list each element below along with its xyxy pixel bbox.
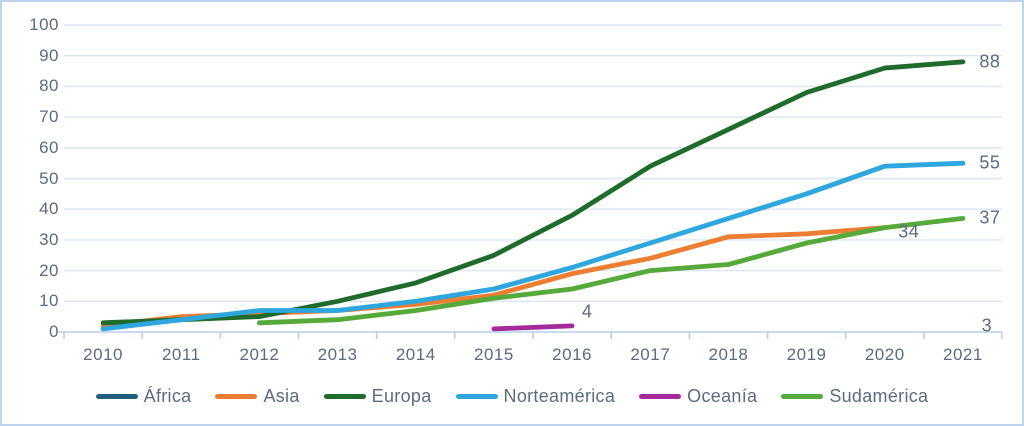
legend-label: Sudamérica	[829, 386, 929, 406]
series-line-norteamerica	[100, 160, 966, 332]
y-axis-label: 0	[49, 322, 59, 341]
y-axis-label: 70	[39, 107, 59, 127]
x-axis-label: 2018	[708, 345, 749, 364]
legend-item-asia: Asia	[215, 386, 299, 407]
legend-item-europa: Europa	[323, 386, 432, 407]
data-label-oceania: 4	[581, 301, 593, 322]
x-axis-label: 2015	[473, 345, 514, 364]
y-axis-label: 90	[39, 45, 59, 65]
series-line-europa	[100, 59, 966, 326]
data-label-norteamerica: 55	[979, 152, 1001, 173]
legend-item-africa: África	[95, 386, 192, 407]
y-axis-label: 10	[39, 291, 59, 311]
legend-line-swatch	[215, 394, 258, 399]
legend-label: Norteamérica	[503, 386, 616, 406]
legend-label: África	[143, 386, 192, 406]
y-axis-label: 20	[39, 260, 59, 280]
x-axis-label: 2021	[942, 345, 983, 364]
x-axis-label: 2014	[395, 345, 436, 364]
data-label-asia: 34	[898, 221, 920, 242]
y-axis-label: 50	[39, 168, 59, 188]
x-axis-label: 2010	[83, 345, 123, 364]
data-label-europa: 88	[979, 51, 1001, 72]
data-label-africa: 3	[981, 315, 993, 336]
y-axis-label: 40	[39, 199, 59, 219]
legend-label: Europa	[371, 386, 432, 406]
y-axis-label: 30	[39, 229, 59, 249]
legend-line-swatch	[781, 394, 824, 399]
legend-line-swatch	[455, 394, 498, 399]
chart-legend: África Asia Europa Norteamérica Oceanía Sudam…	[2, 386, 1022, 407]
y-axis-label: 100	[29, 15, 59, 34]
data-label-sudamerica: 37	[979, 207, 1001, 228]
legend-line-swatch	[323, 394, 366, 399]
series-line-oceania	[491, 323, 575, 332]
x-axis-label: 2016	[552, 345, 592, 364]
legend-item-oceania: Oceanía	[639, 386, 757, 407]
x-axis-label: 2013	[317, 345, 358, 364]
legend-line-swatch	[95, 394, 138, 399]
legend-line-swatch	[639, 394, 682, 399]
x-axis-label: 2012	[239, 345, 280, 364]
legend-label: Asia	[263, 386, 300, 406]
series-line-sudamerica	[256, 215, 966, 326]
y-axis-label: 60	[39, 137, 59, 157]
x-axis-label: 2019	[786, 345, 827, 364]
legend-label: Oceanía	[687, 386, 758, 406]
legend-item-norteamerica: Norteamérica	[455, 386, 616, 407]
x-axis-label: 2011	[161, 345, 201, 364]
series-line-asia	[100, 225, 888, 329]
x-axis-label: 2020	[864, 345, 905, 364]
legend-item-sudamerica: Sudamérica	[781, 386, 928, 407]
x-axis-label: 2017	[630, 345, 671, 364]
y-axis-label: 80	[39, 76, 59, 96]
